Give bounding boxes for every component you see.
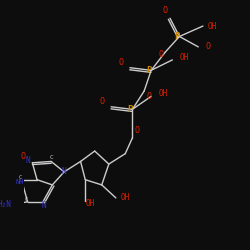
Text: OH: OH [85, 198, 94, 207]
Text: OH: OH [121, 194, 130, 202]
Text: N: N [62, 167, 66, 176]
Text: C: C [19, 174, 22, 180]
Text: OH: OH [208, 22, 217, 30]
Text: C: C [25, 197, 28, 202]
Text: P: P [146, 66, 152, 75]
Text: NH: NH [15, 179, 24, 185]
Text: O: O [146, 92, 151, 101]
Text: OH: OH [180, 53, 189, 62]
Text: O: O [205, 42, 210, 51]
Text: O: O [158, 50, 163, 59]
Text: O: O [99, 97, 104, 106]
Text: O: O [163, 6, 168, 15]
Text: P: P [174, 32, 180, 41]
Text: O: O [20, 152, 25, 161]
Text: N: N [25, 156, 30, 165]
Text: OH: OH [158, 89, 168, 98]
Text: P: P [127, 105, 133, 114]
Text: O: O [134, 126, 140, 135]
Text: N: N [42, 201, 46, 210]
Text: O: O [118, 58, 123, 67]
Text: H₂N: H₂N [0, 200, 11, 209]
Text: C: C [49, 155, 53, 160]
